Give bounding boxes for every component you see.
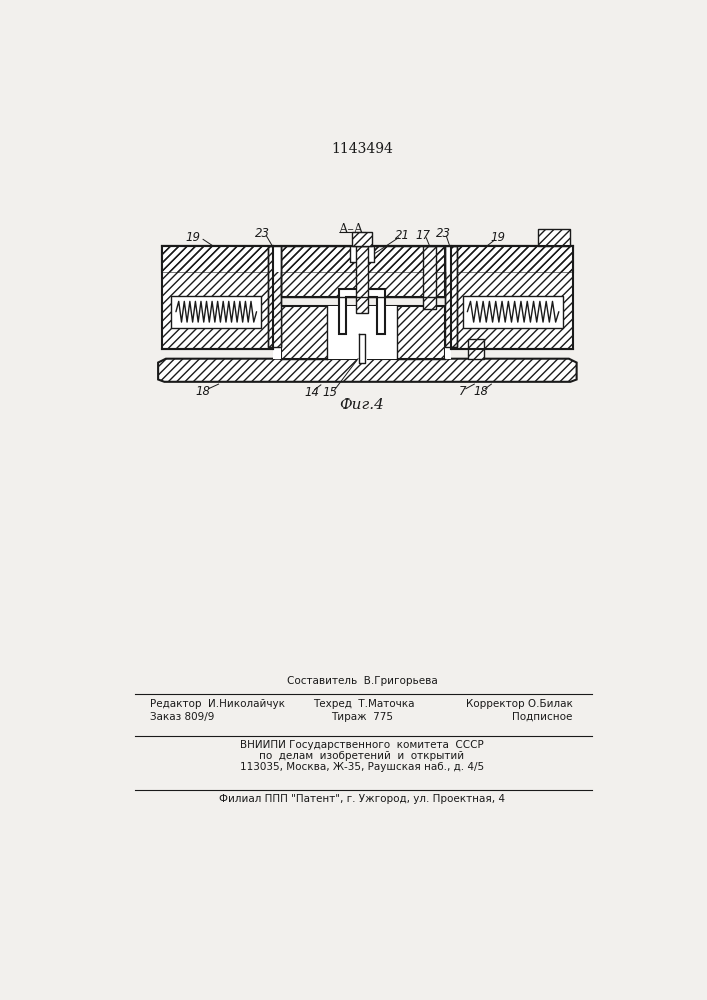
Bar (451, 246, 573, 349)
Bar (281, 306, 445, 359)
Bar (171, 296, 261, 328)
Text: Редактор  И.Николайчук: Редактор И.Николайчук (151, 699, 286, 709)
Bar (445, 306, 451, 359)
Bar (281, 246, 445, 297)
Text: Техред  Т.Маточка: Техред Т.Маточка (313, 699, 414, 709)
Text: 19: 19 (490, 231, 505, 244)
Text: 113035, Москва, Ж-35, Раушская наб., д. 4/5: 113035, Москва, Ж-35, Раушская наб., д. … (240, 762, 484, 772)
Bar (468, 339, 484, 359)
Bar (268, 246, 281, 347)
Text: 7: 7 (459, 385, 467, 398)
Text: Заказ 809/9: Заказ 809/9 (151, 712, 215, 722)
Bar (171, 296, 261, 328)
Text: Корректор О.Билак: Корректор О.Билак (466, 699, 573, 709)
Bar (268, 246, 281, 347)
Text: по  делам  изобретений  и  открытий: по делам изобретений и открытий (259, 751, 464, 761)
Bar (273, 306, 281, 359)
Text: 18: 18 (474, 385, 489, 398)
Text: Фиг.4: Фиг.4 (339, 398, 385, 412)
Text: 23: 23 (255, 227, 269, 240)
Polygon shape (339, 289, 385, 334)
Bar (423, 246, 436, 309)
Text: 15: 15 (322, 386, 338, 399)
Bar (162, 246, 573, 272)
Bar (327, 306, 397, 359)
Text: 17: 17 (416, 229, 431, 242)
Bar (162, 246, 273, 349)
Text: 18: 18 (196, 385, 211, 398)
Bar (423, 246, 436, 309)
Bar (356, 246, 368, 312)
Bar (281, 246, 445, 297)
Text: Составитель  В.Григорьева: Составитель В.Григорьева (286, 676, 438, 686)
Text: Тираж  775: Тираж 775 (331, 712, 393, 722)
Bar (356, 246, 368, 312)
Text: Филиал ППП "Патент", г. Ужгород, ул. Проектная, 4: Филиал ППП "Патент", г. Ужгород, ул. Про… (219, 794, 505, 804)
Bar (468, 339, 484, 359)
Bar (462, 296, 563, 328)
Bar (162, 246, 573, 272)
Text: ВНИИПИ Государственного  комитета  СССР: ВНИИПИ Государственного комитета СССР (240, 740, 484, 750)
Bar (445, 246, 457, 347)
Bar (538, 229, 571, 246)
Text: 19: 19 (185, 231, 201, 244)
Text: А–А: А–А (339, 223, 365, 236)
Bar (462, 296, 563, 328)
Bar (445, 246, 457, 347)
Text: 21: 21 (395, 229, 410, 242)
Bar (445, 246, 451, 272)
Bar (352, 232, 372, 246)
Text: 14: 14 (304, 386, 319, 399)
Bar (281, 306, 445, 359)
Bar (273, 246, 281, 272)
Polygon shape (158, 359, 577, 382)
Text: 23: 23 (436, 227, 451, 240)
Bar (162, 246, 273, 349)
Bar (445, 246, 457, 347)
Bar (451, 246, 573, 349)
Text: Подписное: Подписное (513, 712, 573, 722)
Bar (538, 229, 571, 246)
Bar (268, 246, 281, 347)
Bar (281, 246, 445, 297)
Text: 1143494: 1143494 (331, 142, 393, 156)
Bar (351, 246, 373, 262)
Bar (357, 334, 367, 363)
Bar (352, 232, 372, 246)
